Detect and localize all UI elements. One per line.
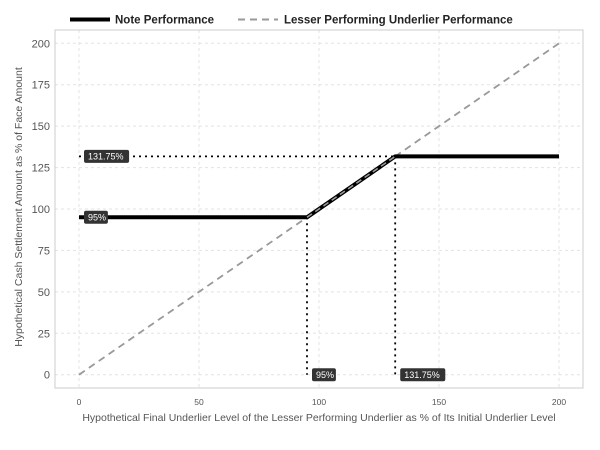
x-axis-title: Hypothetical Final Underlier Level of th…: [82, 412, 555, 424]
series-overlap-lesser-performing-underlier-performance: [306, 155, 396, 218]
callout-label: 95%: [316, 370, 334, 380]
y-tick-label: 125: [32, 163, 50, 175]
x-tick-label: 200: [552, 397, 566, 407]
x-tick-label: 150: [432, 397, 446, 407]
legend-label-underlier-performance: Lesser Performing Underlier Performance: [284, 15, 513, 27]
y-tick-label: 100: [32, 204, 50, 216]
x-tick-label: 0: [77, 397, 82, 407]
callout-1: 95%: [84, 210, 108, 224]
callout-box: [84, 149, 130, 163]
annotations: 131.75% 95% 95% 131.75%: [84, 149, 446, 382]
y-tick-label: 0: [44, 370, 50, 382]
y-tick-label: 75: [38, 245, 50, 257]
y-tick-label: 175: [32, 80, 50, 92]
callout-2: 95%: [312, 368, 336, 382]
callout-label: 131.75%: [88, 152, 124, 162]
y-axis-title: Hypothetical Cash Settlement Amount as %…: [13, 67, 25, 347]
x-tick-label: 100: [312, 397, 326, 407]
callout-label: 131.75%: [404, 370, 440, 380]
series-layer: [78, 42, 560, 376]
callout-3: 131.75%: [400, 368, 446, 382]
plot-border: [54, 29, 584, 389]
x-axis-ticks: 0 50 100 150 200: [77, 397, 567, 407]
callout-box: [312, 368, 336, 382]
y-tick-label: 200: [32, 38, 50, 50]
reference-lines: [79, 155, 397, 375]
callout-box: [400, 368, 446, 382]
callout-label: 95%: [88, 212, 106, 222]
legend-label-note-performance: Note Performance: [115, 15, 214, 27]
y-tick-label: 150: [32, 121, 50, 133]
y-tick-label: 50: [38, 287, 50, 299]
legend: Note Performance Lesser Performing Under…: [70, 15, 513, 27]
y-axis-ticks: 0 25 50 75 100 125 150 175 200: [32, 38, 50, 381]
x-tick-label: 50: [194, 397, 204, 407]
y-tick-label: 25: [38, 328, 50, 340]
callout-box: [84, 210, 108, 224]
callout-0: 131.75%: [84, 149, 130, 163]
